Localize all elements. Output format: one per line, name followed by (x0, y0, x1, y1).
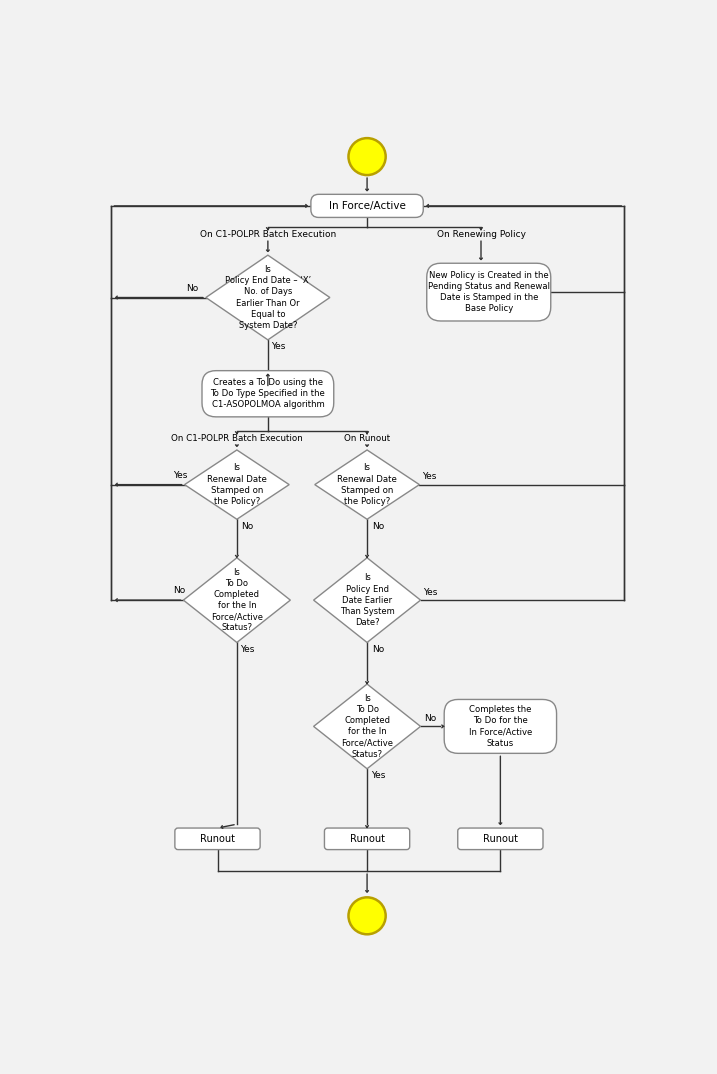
Text: Is
Policy End
Date Earlier
Than System
Date?: Is Policy End Date Earlier Than System D… (340, 574, 394, 627)
Text: On C1-POLPR Batch Execution: On C1-POLPR Batch Execution (171, 434, 303, 442)
Text: On Renewing Policy: On Renewing Policy (437, 230, 526, 238)
Text: No: No (372, 522, 384, 531)
Text: No: No (174, 586, 186, 595)
Text: Runout: Runout (483, 833, 518, 844)
Polygon shape (206, 256, 330, 339)
Polygon shape (315, 450, 419, 519)
Text: Yes: Yes (240, 644, 255, 654)
FancyBboxPatch shape (445, 699, 556, 753)
Text: Is
To Do
Completed
for the In
Force/Active
Status?: Is To Do Completed for the In Force/Acti… (211, 568, 263, 633)
Text: No: No (242, 522, 254, 531)
Text: New Policy is Created in the
Pending Status and Renewal
Date is Stamped in the
B: New Policy is Created in the Pending Sta… (428, 271, 550, 314)
Text: Yes: Yes (174, 470, 188, 480)
Text: No: No (372, 644, 384, 654)
Text: Yes: Yes (371, 771, 385, 780)
Text: Runout: Runout (200, 833, 235, 844)
Text: Is
Policy End Date – ‘X’
No. of Days
Earlier Than Or
Equal to
System Date?: Is Policy End Date – ‘X’ No. of Days Ear… (225, 265, 311, 330)
Polygon shape (313, 684, 421, 769)
FancyBboxPatch shape (175, 828, 260, 850)
Text: Completes the
To Do for the
In Force/Active
Status: Completes the To Do for the In Force/Act… (469, 706, 532, 748)
Text: Yes: Yes (272, 343, 286, 351)
Circle shape (348, 898, 386, 934)
Circle shape (348, 139, 386, 175)
Polygon shape (184, 557, 290, 642)
Text: No: No (186, 284, 199, 293)
FancyBboxPatch shape (325, 828, 409, 850)
Text: On C1-POLPR Batch Execution: On C1-POLPR Batch Execution (200, 230, 336, 238)
FancyBboxPatch shape (311, 194, 423, 217)
Text: Yes: Yes (424, 587, 438, 597)
Text: No: No (424, 714, 437, 723)
Polygon shape (184, 450, 289, 519)
Text: Is
Renewal Date
Stamped on
the Policy?: Is Renewal Date Stamped on the Policy? (337, 464, 397, 506)
Text: On Runout: On Runout (344, 434, 390, 442)
Text: Is
Renewal Date
Stamped on
the Policy?: Is Renewal Date Stamped on the Policy? (207, 464, 267, 506)
Text: Yes: Yes (422, 473, 437, 481)
Polygon shape (313, 557, 421, 642)
Text: Runout: Runout (350, 833, 384, 844)
Text: Creates a To Do using the
To Do Type Specified in the
C1-ASOPOLMOA algorithm: Creates a To Do using the To Do Type Spe… (211, 378, 326, 409)
Text: In Force/Active: In Force/Active (328, 201, 406, 211)
FancyBboxPatch shape (202, 371, 333, 417)
Text: Is
To Do
Completed
for the In
Force/Active
Status?: Is To Do Completed for the In Force/Acti… (341, 694, 393, 758)
FancyBboxPatch shape (457, 828, 543, 850)
FancyBboxPatch shape (427, 263, 551, 321)
